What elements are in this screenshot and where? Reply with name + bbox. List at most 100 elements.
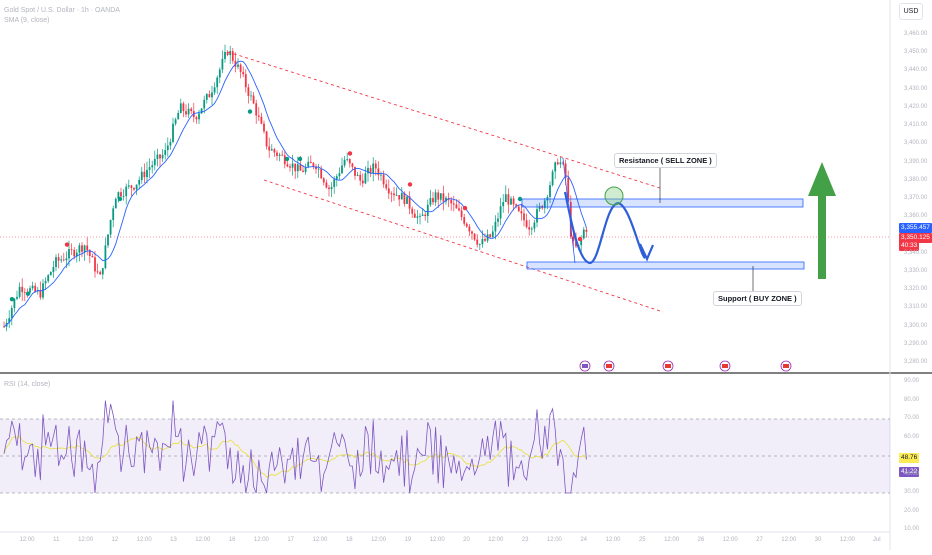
candle — [161, 154, 164, 159]
support-label[interactable]: Support ( BUY ZONE ) — [713, 291, 802, 306]
candle — [419, 215, 421, 217]
candle — [278, 154, 281, 156]
candle — [13, 298, 16, 308]
candle — [39, 289, 42, 298]
candle — [174, 119, 177, 124]
candle — [208, 93, 211, 98]
candle — [146, 169, 148, 178]
candle — [437, 192, 440, 200]
currency-button[interactable]: USD — [899, 3, 923, 20]
candle — [18, 286, 21, 297]
candle — [156, 154, 159, 159]
candle — [68, 249, 70, 259]
time-tick-label: 12:00 — [371, 537, 387, 543]
candle — [244, 74, 247, 88]
candle — [325, 182, 328, 188]
candle — [421, 214, 424, 216]
candle — [491, 231, 494, 237]
candle — [205, 93, 208, 100]
sma-line — [3, 60, 587, 328]
candle — [322, 178, 325, 183]
candle — [413, 213, 416, 218]
candle — [471, 231, 473, 234]
candle — [218, 69, 221, 78]
candle — [21, 286, 24, 293]
candle — [179, 103, 182, 114]
candle — [533, 222, 536, 229]
signal-dot — [517, 196, 523, 202]
candle — [31, 285, 34, 289]
resistance-label[interactable]: Resistance ( SELL ZONE ) — [614, 153, 717, 168]
candle — [270, 149, 273, 151]
candle — [237, 64, 239, 67]
candle — [450, 199, 453, 204]
candle — [255, 103, 258, 116]
candle — [432, 198, 434, 203]
candle — [460, 210, 463, 218]
rsi-tick-label: 10.00 — [904, 526, 920, 532]
rsi-legend[interactable]: RSI (14, close) — [4, 381, 51, 388]
candle — [107, 234, 109, 246]
price-tick-label: 3,310.00 — [904, 304, 928, 311]
candle — [364, 173, 367, 184]
rsi-ma-value-tag: 41.22 — [899, 467, 920, 477]
time-tick-label: 25 — [638, 537, 646, 543]
candle — [55, 257, 57, 268]
candle — [304, 166, 307, 172]
candle — [86, 245, 89, 251]
sma-price-tag: 3,350.125 — [899, 233, 932, 243]
candle — [91, 255, 94, 258]
time-tick-label: 11 — [53, 537, 60, 543]
candle — [140, 171, 143, 180]
candle — [49, 271, 52, 276]
candle — [543, 200, 546, 209]
candle — [221, 58, 224, 70]
candle — [572, 236, 575, 242]
candle — [556, 162, 559, 165]
candle — [494, 221, 497, 232]
candle — [83, 245, 86, 252]
candle — [125, 186, 128, 197]
candle — [289, 166, 291, 168]
candle — [315, 166, 317, 170]
candle — [44, 281, 47, 284]
candle — [231, 51, 234, 61]
candle — [73, 249, 76, 257]
candle — [16, 296, 18, 299]
signal-dot — [577, 236, 583, 242]
symbol-title[interactable]: Gold Spot / U.S. Dollar · 1h · OANDA — [4, 7, 120, 14]
signal-dot — [25, 291, 31, 296]
candle — [351, 163, 354, 167]
time-tick-label: 23 — [521, 537, 529, 543]
candle — [101, 268, 104, 275]
candle — [120, 192, 122, 197]
candle — [213, 87, 216, 93]
candle — [515, 204, 518, 207]
candle — [455, 204, 458, 209]
rsi-tick-label: 30.00 — [904, 489, 920, 495]
time-tick-label: 19 — [404, 537, 412, 543]
time-tick-label: 12:00 — [78, 537, 94, 543]
candle — [473, 233, 476, 240]
candle — [354, 166, 356, 176]
candle — [276, 152, 278, 156]
signal-dot — [117, 196, 123, 202]
time-tick-label: 16 — [228, 537, 236, 543]
candle — [424, 214, 427, 217]
candle — [393, 193, 395, 196]
candle — [369, 167, 372, 174]
candle — [333, 179, 336, 188]
candle — [335, 176, 338, 180]
candle — [112, 208, 115, 221]
candle — [549, 185, 551, 198]
candle — [302, 170, 304, 172]
sma-legend[interactable]: SMA (9, close) — [4, 17, 50, 24]
price-tick-label: 3,430.00 — [904, 85, 928, 92]
candle — [10, 307, 13, 319]
candle — [400, 193, 403, 200]
candle — [268, 146, 271, 151]
candle — [182, 103, 185, 112]
candle — [151, 165, 154, 168]
candle — [390, 193, 393, 195]
